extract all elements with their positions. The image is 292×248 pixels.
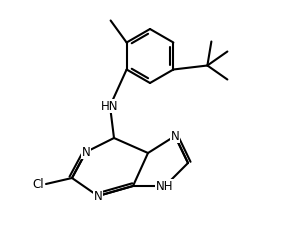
Text: N: N (82, 146, 91, 158)
Text: Cl: Cl (32, 178, 44, 190)
Text: HN: HN (101, 99, 119, 113)
Text: HN: HN (101, 99, 119, 113)
Text: NH: NH (156, 180, 174, 192)
Text: N: N (171, 129, 179, 143)
Text: N: N (94, 189, 102, 203)
